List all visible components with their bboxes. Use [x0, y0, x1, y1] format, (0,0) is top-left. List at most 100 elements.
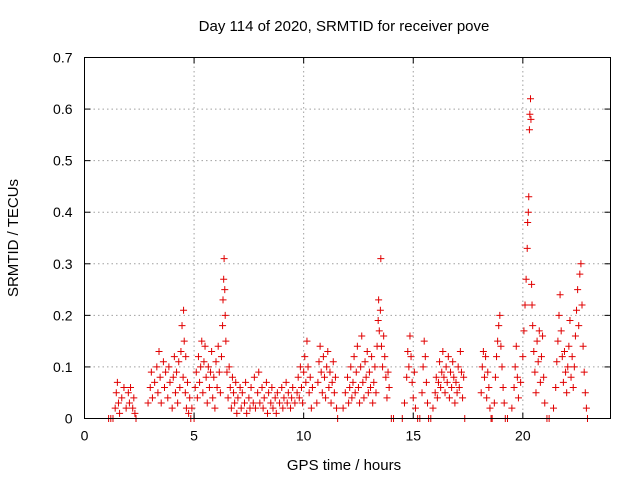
data-point — [296, 363, 304, 371]
data-point — [170, 353, 178, 361]
data-point — [207, 368, 215, 376]
data-point — [267, 399, 275, 407]
data-point — [210, 373, 218, 381]
data-point — [240, 399, 248, 407]
data-point — [563, 389, 571, 397]
data-point — [204, 363, 212, 371]
data-point — [557, 327, 565, 335]
y-tick-label: 0.2 — [53, 307, 73, 323]
data-point — [554, 337, 562, 345]
data-point — [532, 389, 540, 397]
data-point — [212, 358, 220, 366]
data-point — [308, 384, 316, 392]
data-point — [437, 384, 445, 392]
data-point — [556, 291, 564, 299]
data-point — [254, 389, 262, 397]
data-point — [124, 389, 132, 397]
data-point — [351, 389, 359, 397]
data-point — [111, 404, 119, 412]
data-point — [459, 394, 467, 402]
data-point — [460, 373, 468, 381]
data-point — [562, 368, 570, 376]
data-point — [408, 378, 416, 386]
data-point — [431, 389, 439, 397]
data-point — [243, 409, 251, 417]
data-point — [539, 332, 547, 340]
data-point — [575, 322, 583, 330]
data-point — [410, 368, 418, 376]
data-point — [577, 260, 585, 268]
data-point — [457, 368, 465, 376]
data-point — [522, 275, 530, 283]
data-point — [361, 358, 369, 366]
data-point — [529, 322, 537, 330]
data-point — [185, 409, 193, 417]
data-point — [369, 399, 377, 407]
data-point — [434, 378, 442, 386]
data-point — [405, 363, 413, 371]
data-point — [519, 353, 527, 361]
data-point — [385, 384, 393, 392]
data-point — [439, 347, 447, 355]
data-point — [129, 404, 137, 412]
data-point — [278, 384, 286, 392]
x-tick-labels: 0 5 10 15 20 — [81, 428, 531, 444]
data-point — [581, 389, 589, 397]
x-tick-label: 20 — [515, 428, 531, 444]
data-point — [371, 363, 379, 371]
data-point — [381, 353, 389, 361]
data-point — [411, 404, 419, 412]
data-point — [442, 363, 450, 371]
data-point — [288, 394, 296, 402]
data-point — [524, 219, 532, 227]
data-point — [264, 409, 272, 417]
data-point — [330, 389, 338, 397]
data-point — [146, 384, 154, 392]
data-point — [151, 378, 159, 386]
data-point — [157, 399, 165, 407]
y-tick-label: 0.5 — [53, 153, 73, 169]
data-point — [176, 384, 184, 392]
data-point — [419, 363, 427, 371]
data-point — [329, 358, 337, 366]
data-point — [251, 404, 259, 412]
data-point — [500, 399, 508, 407]
data-point — [307, 404, 315, 412]
data-point — [493, 353, 501, 361]
data-point — [354, 384, 362, 392]
data-point — [182, 353, 190, 361]
data-point — [113, 378, 121, 386]
data-point — [536, 378, 544, 386]
data-point — [528, 280, 536, 288]
data-points — [105, 95, 591, 422]
data-point — [526, 110, 534, 118]
data-point — [480, 373, 488, 381]
data-point — [233, 409, 241, 417]
data-point — [197, 363, 205, 371]
data-point — [433, 394, 441, 402]
data-point — [230, 389, 238, 397]
data-point — [317, 368, 325, 376]
data-point — [443, 378, 451, 386]
data-point — [273, 389, 281, 397]
y-tick-label: 0.3 — [53, 256, 73, 272]
data-point — [164, 394, 172, 402]
data-point — [324, 347, 332, 355]
data-point — [148, 394, 156, 402]
data-point — [174, 399, 182, 407]
data-point — [156, 373, 164, 381]
data-point — [570, 363, 578, 371]
data-point — [247, 384, 255, 392]
data-point — [578, 301, 586, 309]
data-point — [527, 115, 535, 123]
data-point — [209, 394, 217, 402]
data-point — [186, 394, 194, 402]
data-point — [265, 389, 273, 397]
data-point — [216, 389, 224, 397]
data-point — [287, 404, 295, 412]
data-point — [367, 384, 375, 392]
data-point — [222, 337, 230, 345]
data-point — [294, 373, 302, 381]
data-point — [567, 373, 575, 381]
data-point — [444, 353, 452, 361]
